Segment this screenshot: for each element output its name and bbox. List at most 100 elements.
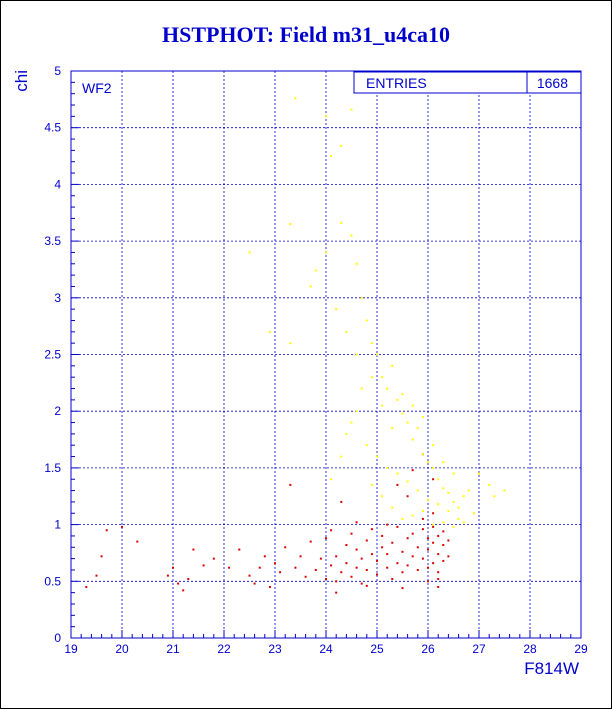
data-point <box>401 571 404 574</box>
data-point <box>325 251 327 254</box>
data-point <box>355 262 358 265</box>
data-point <box>238 548 241 551</box>
data-point <box>350 575 353 578</box>
data-point <box>350 234 353 237</box>
data-point <box>345 544 348 547</box>
panel-label: WF2 <box>82 80 112 96</box>
y-tick-label: 5 <box>54 64 61 78</box>
data-point <box>401 587 404 590</box>
x-tick-label: 26 <box>421 642 435 656</box>
data-point <box>360 296 363 299</box>
data-point <box>421 453 424 456</box>
stats-label: ENTRIES <box>366 75 427 91</box>
data-point <box>355 410 358 413</box>
data-point <box>330 478 333 481</box>
page-title: HSTPHOT: Field m31_u4ca10 <box>161 22 451 47</box>
data-point <box>248 574 251 577</box>
data-point <box>340 144 343 147</box>
data-point <box>248 251 251 254</box>
data-point <box>432 562 435 565</box>
data-point <box>289 342 292 345</box>
data-point <box>472 512 475 515</box>
tick-labels: 19 20 21 22 23 24 25 26 27 28 29 0 0.5 1 1.5 2 2.5 3 3.5 4 4… <box>44 64 588 656</box>
data-point <box>381 534 384 537</box>
data-point <box>340 455 343 458</box>
x-axis-label: F814W <box>524 659 579 678</box>
data-point <box>457 506 460 509</box>
x-tick-label: 28 <box>523 642 537 656</box>
data-point <box>406 421 409 424</box>
data-point <box>268 585 271 588</box>
data-point <box>355 521 358 524</box>
data-point <box>85 585 88 588</box>
y-tick-label: 3.5 <box>44 234 61 248</box>
data-point <box>345 432 348 435</box>
data-point <box>427 548 429 551</box>
data-point <box>345 330 348 333</box>
data-point <box>411 438 414 441</box>
data-point <box>493 495 496 498</box>
data-point <box>355 548 358 551</box>
data-point <box>340 500 343 503</box>
data-point <box>105 529 108 532</box>
data-point <box>294 566 297 569</box>
data-point <box>335 308 338 311</box>
data-point <box>314 269 317 272</box>
data-point <box>335 580 338 583</box>
data-point <box>330 529 333 532</box>
data-point <box>406 480 409 483</box>
data-point <box>279 571 282 574</box>
data-point <box>370 553 373 556</box>
data-point <box>335 555 338 558</box>
data-point <box>365 568 368 571</box>
data-point <box>370 483 373 486</box>
data-point <box>401 517 404 520</box>
data-point <box>304 575 307 578</box>
data-point <box>416 546 419 549</box>
y-tick-label: 1.5 <box>44 461 61 475</box>
x-tick-label: 29 <box>574 642 588 656</box>
data-point <box>268 330 271 333</box>
data-point <box>381 376 384 379</box>
data-point <box>376 559 378 562</box>
data-point <box>391 541 394 544</box>
stats-box: ENTRIES 1668 <box>353 71 582 94</box>
data-point <box>432 444 435 447</box>
data-point <box>319 557 322 560</box>
data-point <box>350 532 353 535</box>
data-point <box>396 525 399 528</box>
data-point <box>263 555 266 558</box>
data-point <box>121 525 123 528</box>
x-tick-label: 19 <box>64 642 78 656</box>
data-point <box>437 571 440 574</box>
data-point <box>325 537 327 540</box>
data-point <box>391 364 394 367</box>
data-point <box>136 540 139 543</box>
data-point <box>447 555 450 558</box>
data-point <box>299 555 302 558</box>
data-point <box>442 487 445 490</box>
y-tick-label: 4 <box>54 177 61 191</box>
data-point <box>432 523 435 526</box>
data-point <box>421 557 424 560</box>
data-point <box>427 580 429 583</box>
data-point <box>452 500 455 503</box>
data-point <box>462 521 465 524</box>
data-point <box>452 472 455 475</box>
y-tick-label: 3 <box>54 291 61 305</box>
data-point <box>381 404 384 407</box>
data-point <box>411 514 414 517</box>
data-point <box>447 491 450 494</box>
data-point <box>177 582 180 585</box>
data-point <box>350 108 353 111</box>
y-tick-label: 2.5 <box>44 348 61 362</box>
data-point <box>467 489 470 492</box>
data-point <box>437 503 440 506</box>
data-point <box>411 532 414 535</box>
data-point <box>370 528 373 531</box>
data-point <box>330 564 333 567</box>
data-point <box>325 115 327 118</box>
data-point <box>258 566 261 569</box>
y-tick-label: 0.5 <box>44 574 61 588</box>
data-point <box>396 472 399 475</box>
